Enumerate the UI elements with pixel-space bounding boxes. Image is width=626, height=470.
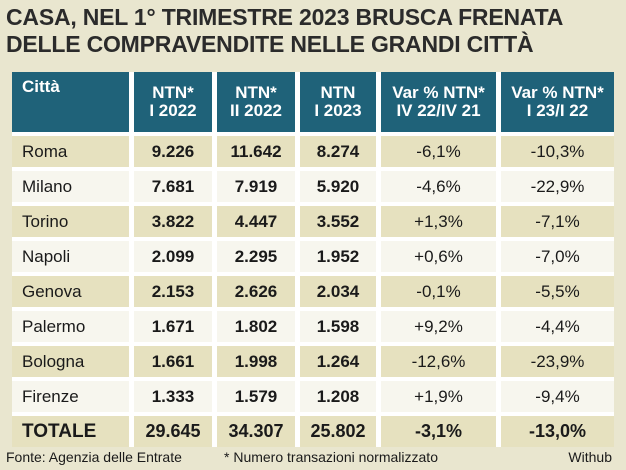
cell-var-iv22-iv21: -12,6%	[381, 342, 501, 377]
cell-ntn-i-2022: 2.099	[134, 237, 217, 272]
table-row: Bologna 1.661 1.998 1.264 -12,6% -23,9%	[12, 342, 614, 377]
chart-title-line-1: CASA, NEL 1° TRIMESTRE 2023 BRUSCA FRENA…	[6, 4, 564, 30]
cell-city: Milano	[12, 167, 134, 202]
cell-ntn-i-2023: 8.274	[300, 132, 381, 167]
chart-title-line-2: DELLE COMPRAVENDITE NELLE GRANDI CITTÀ	[6, 31, 534, 57]
cell-ntn-i-2022: 3.822	[134, 202, 217, 237]
cell-city: Genova	[12, 272, 134, 307]
cell-ntn-ii-2022: 34.307	[217, 412, 300, 447]
cell-ntn-i-2022: 1.333	[134, 377, 217, 412]
cell-var-iv22-iv21: +0,6%	[381, 237, 501, 272]
credit-label: Withub	[568, 449, 612, 465]
cell-var-iv22-iv21: -0,1%	[381, 272, 501, 307]
cell-ntn-i-2023: 1.208	[300, 377, 381, 412]
cell-ntn-i-2022: 2.153	[134, 272, 217, 307]
cell-ntn-ii-2022: 2.295	[217, 237, 300, 272]
cell-var-iv22-iv21: -6,1%	[381, 132, 501, 167]
cell-ntn-ii-2022: 2.626	[217, 272, 300, 307]
table-row: Torino 3.822 4.447 3.552 +1,3% -7,1%	[12, 202, 614, 237]
cell-ntn-i-2022: 1.671	[134, 307, 217, 342]
cell-var-iv22-iv21: -3,1%	[381, 412, 501, 447]
total-row: TOTALE 29.645 34.307 25.802 -3,1% -13,0%	[12, 412, 614, 447]
cell-ntn-ii-2022: 11.642	[217, 132, 300, 167]
col-header-line-1: Var % NTN*	[511, 83, 604, 102]
col-header-line-1: NTN	[320, 83, 356, 102]
cell-var-i23-i22: -9,4%	[501, 377, 614, 412]
cell-city: Firenze	[12, 377, 134, 412]
cell-city: TOTALE	[12, 412, 134, 447]
cell-ntn-ii-2022: 7.919	[217, 167, 300, 202]
table-body: Roma 9.226 11.642 8.274 -6,1% -10,3% Milano 7.6…	[12, 132, 614, 447]
cell-city: Napoli	[12, 237, 134, 272]
col-header-ntn-ii-2022: NTN* II 2022	[217, 72, 300, 132]
table-row: Firenze 1.333 1.579 1.208 +1,9% -9,4%	[12, 377, 614, 412]
table-row: Roma 9.226 11.642 8.274 -6,1% -10,3%	[12, 132, 614, 167]
cell-ntn-i-2022: 7.681	[134, 167, 217, 202]
col-header-var-i23-i22: Var % NTN* I 23/I 22	[501, 72, 614, 132]
cell-var-i23-i22: -5,5%	[501, 272, 614, 307]
cell-ntn-ii-2022: 4.447	[217, 202, 300, 237]
chart-title: CASA, NEL 1° TRIMESTRE 2023 BRUSCA FRENA…	[6, 4, 620, 58]
cell-ntn-i-2023: 3.552	[300, 202, 381, 237]
table-row: Palermo 1.671 1.802 1.598 +9,2% -4,4%	[12, 307, 614, 342]
cell-ntn-i-2023: 1.952	[300, 237, 381, 272]
col-header-line-2: II 2022	[230, 101, 282, 120]
table-row: Milano 7.681 7.919 5.920 -4,6% -22,9%	[12, 167, 614, 202]
cell-var-i23-i22: -23,9%	[501, 342, 614, 377]
cell-ntn-i-2023: 1.598	[300, 307, 381, 342]
col-header-line-1: NTN*	[152, 83, 194, 102]
col-header-line-1: Var % NTN*	[392, 83, 485, 102]
cell-var-iv22-iv21: +1,9%	[381, 377, 501, 412]
cell-ntn-ii-2022: 1.998	[217, 342, 300, 377]
col-header-line-2: IV 22/IV 21	[396, 101, 481, 120]
cell-ntn-i-2023: 2.034	[300, 272, 381, 307]
cell-var-i23-i22: -7,1%	[501, 202, 614, 237]
data-table: Città NTN* I 2022 NTN* II 2022 NTN I 202…	[12, 72, 614, 447]
cell-ntn-i-2023: 1.264	[300, 342, 381, 377]
col-header-var-iv22-iv21: Var % NTN* IV 22/IV 21	[381, 72, 501, 132]
cell-city: Palermo	[12, 307, 134, 342]
col-header-city: Città	[12, 72, 134, 132]
cell-ntn-i-2023: 25.802	[300, 412, 381, 447]
footnote: * Numero transazioni normalizzato	[224, 449, 438, 465]
cell-var-i23-i22: -10,3%	[501, 132, 614, 167]
col-header-ntn-i-2023: NTN I 2023	[300, 72, 381, 132]
cell-ntn-i-2022: 9.226	[134, 132, 217, 167]
cell-ntn-i-2023: 5.920	[300, 167, 381, 202]
cell-ntn-i-2022: 29.645	[134, 412, 217, 447]
col-header-line-2: I 2022	[149, 101, 197, 120]
cell-var-i23-i22: -4,4%	[501, 307, 614, 342]
col-header-ntn-i-2022: NTN* I 2022	[134, 72, 217, 132]
cell-var-iv22-iv21: +9,2%	[381, 307, 501, 342]
cell-city: Roma	[12, 132, 134, 167]
cell-ntn-ii-2022: 1.579	[217, 377, 300, 412]
cell-city: Bologna	[12, 342, 134, 377]
cell-var-i23-i22: -7,0%	[501, 237, 614, 272]
cell-city: Torino	[12, 202, 134, 237]
table-row: Napoli 2.099 2.295 1.952 +0,6% -7,0%	[12, 237, 614, 272]
col-header-line-2: I 23/I 22	[526, 101, 589, 120]
header-row: Città NTN* I 2022 NTN* II 2022 NTN I 202…	[12, 72, 614, 132]
col-header-line-2: I 2023	[314, 101, 362, 120]
cell-var-iv22-iv21: -4,6%	[381, 167, 501, 202]
cell-var-iv22-iv21: +1,3%	[381, 202, 501, 237]
cell-ntn-i-2022: 1.661	[134, 342, 217, 377]
source-note: Fonte: Agenzia delle Entrate	[6, 449, 182, 465]
cell-ntn-ii-2022: 1.802	[217, 307, 300, 342]
cell-var-i23-i22: -13,0%	[501, 412, 614, 447]
col-header-line-1: NTN*	[235, 83, 277, 102]
table-row: Genova 2.153 2.626 2.034 -0,1% -5,5%	[12, 272, 614, 307]
cell-var-i23-i22: -22,9%	[501, 167, 614, 202]
col-header-city-label: Città	[22, 77, 60, 96]
